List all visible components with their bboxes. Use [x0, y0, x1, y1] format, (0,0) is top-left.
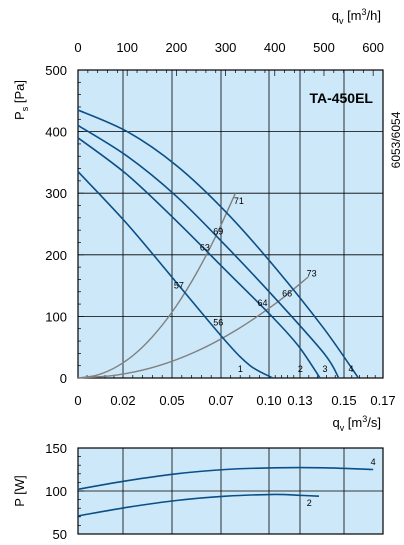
fan-curve-3 — [77, 124, 340, 379]
power-grid — [78, 448, 383, 534]
curve-label: 2 — [298, 364, 303, 374]
bottom-tick-label: 0 — [74, 393, 81, 408]
main-series-group — [77, 109, 360, 379]
fan-curve-2 — [77, 137, 321, 379]
fan-curve-1 — [77, 171, 274, 379]
fan-curve-4 — [77, 109, 360, 379]
curve-label: 4 — [349, 364, 354, 374]
top-axis-title: qv [m3/h] — [332, 7, 381, 26]
power-minor-ticks — [78, 447, 84, 535]
left-tick-label: 500 — [45, 63, 67, 78]
bottom-tick-label: 0.05 — [159, 393, 184, 408]
bottom-axis-title: qv [m3/s] — [332, 414, 381, 433]
main-minor-ticks — [77, 69, 384, 379]
curve-label: 73 — [307, 268, 317, 278]
left-axis-tick-labels: 0 100 200 300 400 500 — [45, 63, 67, 386]
main-plot-area — [77, 69, 384, 379]
power-tick-label: 100 — [45, 484, 67, 499]
main-grid — [78, 70, 383, 378]
curve-label: 56 — [213, 318, 223, 328]
power-tick-label: 50 — [53, 527, 67, 542]
bottom-tick-label: 0.17 — [370, 393, 395, 408]
bottom-tick-label: 0.13 — [287, 393, 312, 408]
left-tick-label: 300 — [45, 186, 67, 201]
power-curve-label: 2 — [307, 498, 312, 508]
top-tick-label: 400 — [264, 40, 286, 55]
model-code-label: 6053/6054 — [389, 111, 403, 168]
left-tick-label: 200 — [45, 248, 67, 263]
left-tick-label: 100 — [45, 309, 67, 324]
power-curve-4 — [77, 466, 374, 491]
left-tick-label: 400 — [45, 125, 67, 140]
curve-label: 71 — [234, 196, 244, 206]
top-tick-label: 600 — [362, 40, 384, 55]
curve-label: 69 — [213, 226, 223, 236]
top-tick-label: 0 — [74, 40, 81, 55]
curve-label: 1 — [238, 364, 243, 374]
bottom-tick-label: 0.15 — [331, 393, 356, 408]
top-tick-label: 200 — [166, 40, 188, 55]
power-curve-2 — [77, 493, 320, 517]
top-axis-tick-labels: 0 100 200 300 400 500 600 — [74, 40, 384, 55]
system-curve — [77, 276, 309, 379]
power-curve-label: 4 — [371, 457, 376, 467]
power-y-axis-title: P [W] — [12, 475, 27, 507]
curve-label: 66 — [282, 289, 292, 299]
left-tick-label: 0 — [60, 371, 67, 386]
top-tick-label: 500 — [313, 40, 335, 55]
power-tick-label: 150 — [45, 441, 67, 456]
system-curve — [77, 192, 237, 379]
bottom-tick-label: 0.07 — [208, 393, 233, 408]
curve-label: 63 — [200, 242, 210, 252]
power-point-labels: 24 — [307, 457, 376, 508]
curve-label: 3 — [322, 364, 327, 374]
curve-label: 64 — [257, 298, 267, 308]
main-y-axis-title: Ps [Pa] — [12, 80, 30, 120]
power-series-group — [77, 466, 374, 517]
curve-label: 57 — [174, 281, 184, 291]
bottom-axis-tick-labels: 0 0.02 0.05 0.07 0.10 0.13 0.15 0.17 — [74, 393, 395, 408]
top-tick-label: 100 — [116, 40, 138, 55]
bottom-tick-label: 0.10 — [256, 393, 281, 408]
bottom-tick-label: 0.02 — [110, 393, 135, 408]
power-y-tick-labels: 50 100 150 — [45, 441, 67, 542]
top-tick-label: 300 — [215, 40, 237, 55]
chart-title: TA-450EL — [309, 90, 373, 106]
